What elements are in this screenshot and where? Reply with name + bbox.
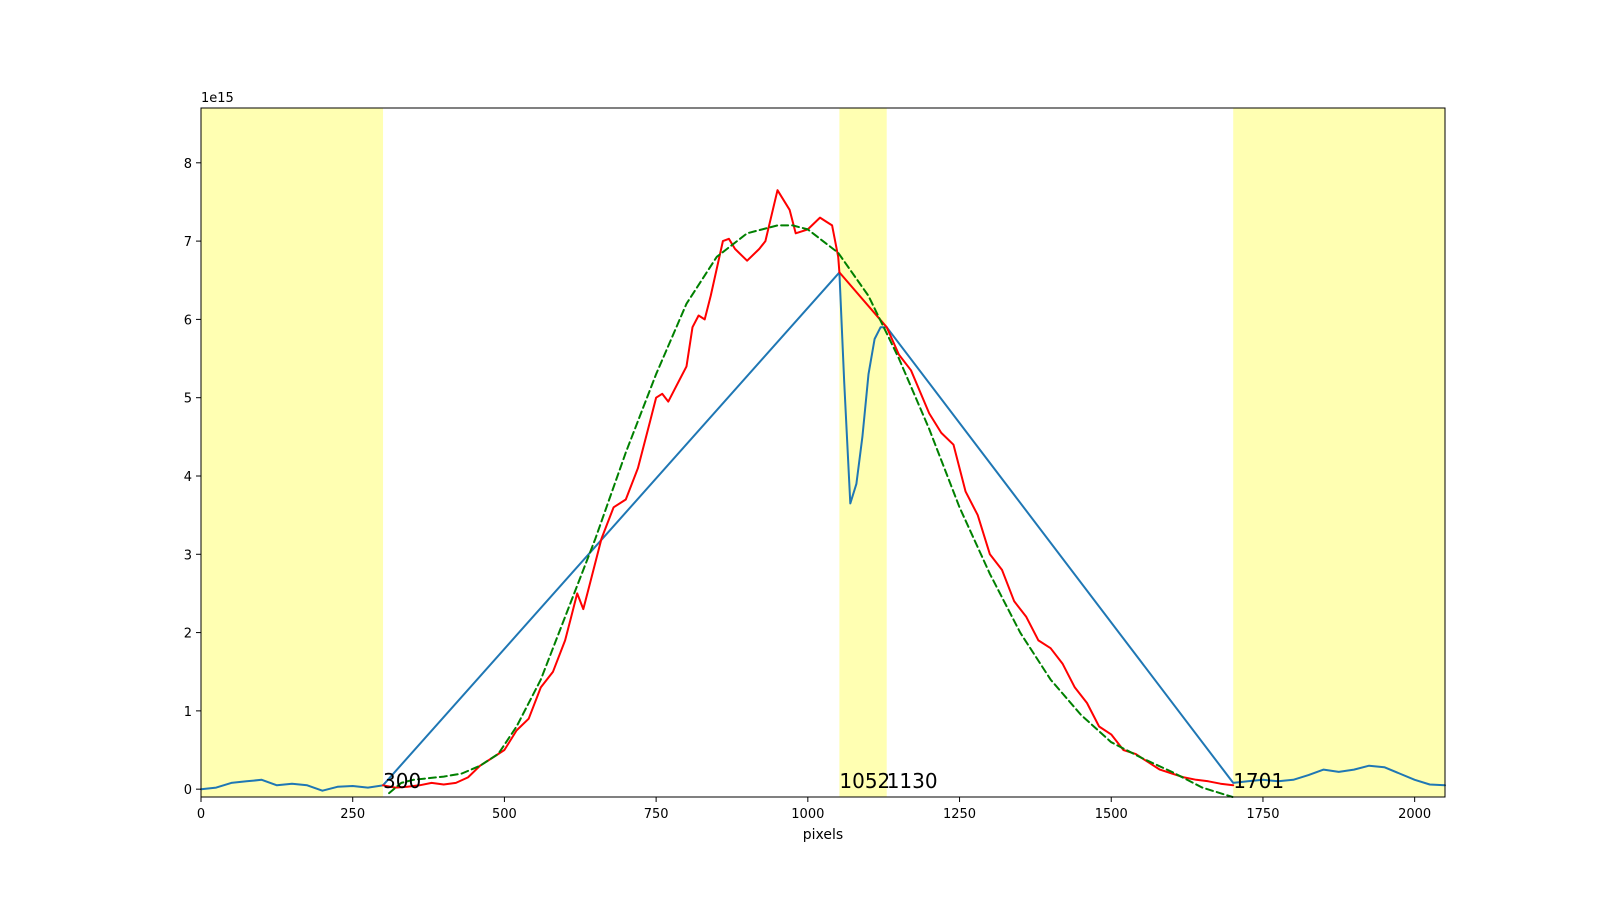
annotation-1052: 1052 bbox=[839, 769, 890, 793]
y-tick-label-1: 1 bbox=[184, 705, 192, 720]
highlight-region-0 bbox=[201, 108, 384, 797]
x-tick-label-7: 1750 bbox=[1246, 807, 1279, 822]
annotation-1701: 1701 bbox=[1233, 769, 1284, 793]
plot-lines bbox=[200, 189, 1446, 798]
series-line-2 bbox=[388, 224, 1234, 798]
x-tick-label-0: 0 bbox=[197, 807, 205, 822]
x-tick-label-1: 250 bbox=[340, 807, 365, 822]
x-tick-label-6: 1500 bbox=[1095, 807, 1128, 822]
axes-frame bbox=[200, 107, 1446, 798]
series-line-0 bbox=[200, 271, 1446, 792]
x-axis-ticks: 0 250 500 750 1000 1250 1500 1750 2000 bbox=[197, 797, 1431, 822]
x-tick-label-4: 1000 bbox=[791, 807, 824, 822]
highlight-region-1 bbox=[839, 108, 887, 797]
y-offset-label: 1e15 bbox=[201, 91, 234, 106]
y-tick-label-2: 2 bbox=[184, 627, 192, 642]
y-tick-label-3: 3 bbox=[184, 548, 192, 563]
y-tick-label-5: 5 bbox=[184, 392, 192, 407]
y-tick-label-6: 6 bbox=[184, 313, 192, 328]
y-axis-ticks: 0 1 2 3 4 5 6 7 8 bbox=[184, 157, 201, 798]
annotation-300: 300 bbox=[383, 769, 421, 793]
x-tick-label-5: 1250 bbox=[943, 807, 976, 822]
x-tick-label-8: 2000 bbox=[1398, 807, 1431, 822]
annotation-1130: 1130 bbox=[887, 769, 938, 793]
y-tick-label-8: 8 bbox=[184, 157, 192, 172]
y-tick-label-0: 0 bbox=[184, 783, 192, 798]
highlight-regions bbox=[201, 108, 1445, 797]
series-line-1 bbox=[382, 189, 1235, 789]
y-tick-label-4: 4 bbox=[184, 470, 192, 485]
highlight-region-2 bbox=[1233, 108, 1445, 797]
x-tick-label-3: 750 bbox=[644, 807, 669, 822]
x-tick-label-2: 500 bbox=[492, 807, 517, 822]
x-axis-label: pixels bbox=[803, 827, 843, 843]
y-tick-label-7: 7 bbox=[184, 235, 192, 250]
